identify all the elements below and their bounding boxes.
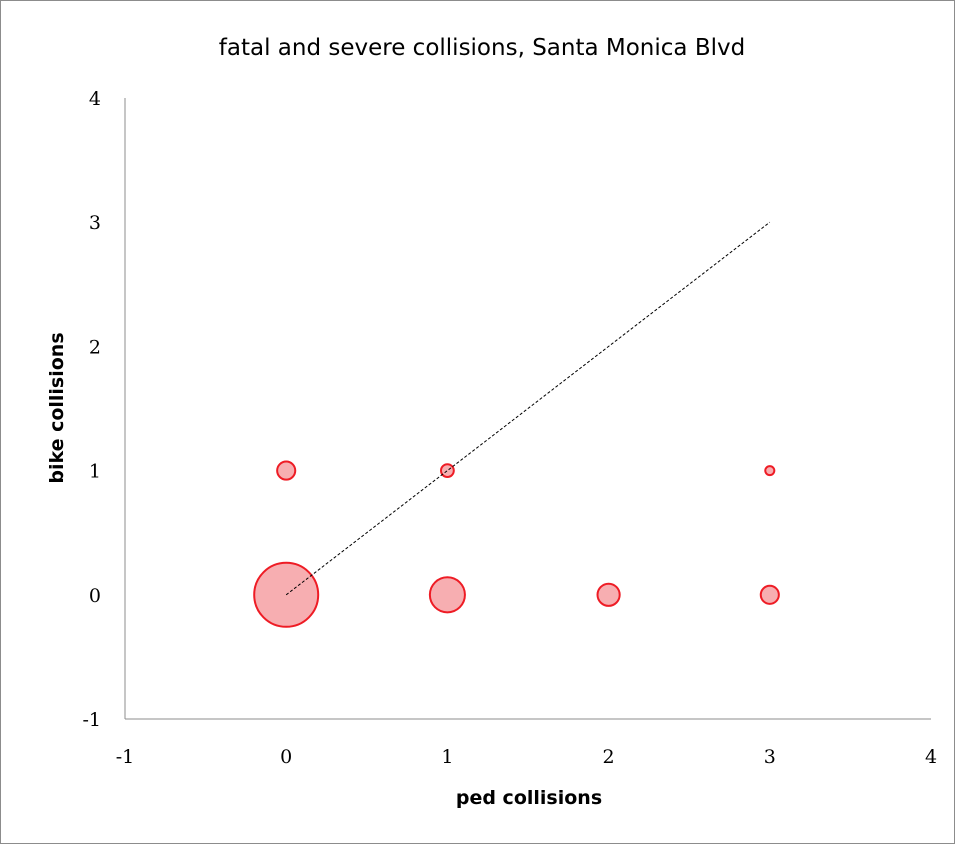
data-point — [764, 465, 776, 477]
data-point — [440, 463, 455, 479]
x-tick-label: 3 — [764, 746, 776, 768]
x-tick-label: 1 — [441, 746, 453, 768]
plot-area: -1 0 1 2 3 4 -1 0 1 2 3 4 — [82, 88, 937, 768]
y-axis-title: bike collisions — [46, 332, 68, 483]
data-point — [428, 576, 466, 614]
x-axis-title: ped collisions — [456, 787, 602, 809]
y-tick-label: 2 — [89, 336, 101, 358]
y-tick-label: 1 — [89, 461, 101, 483]
x-tick-label: 2 — [603, 746, 615, 768]
data-point — [759, 584, 780, 605]
reference-line — [285, 221, 771, 596]
x-tick-label: 4 — [925, 746, 937, 768]
y-tick-label: 4 — [89, 88, 101, 110]
y-tick-label: -1 — [82, 709, 101, 731]
chart-title: fatal and severe collisions, Santa Monic… — [219, 35, 745, 61]
data-point — [276, 460, 297, 481]
x-tick-label: 0 — [280, 746, 292, 768]
y-tick-label: 0 — [89, 585, 101, 607]
x-tick-label: -1 — [116, 746, 135, 768]
data-point — [596, 582, 621, 607]
y-tick-label: 3 — [89, 212, 101, 234]
